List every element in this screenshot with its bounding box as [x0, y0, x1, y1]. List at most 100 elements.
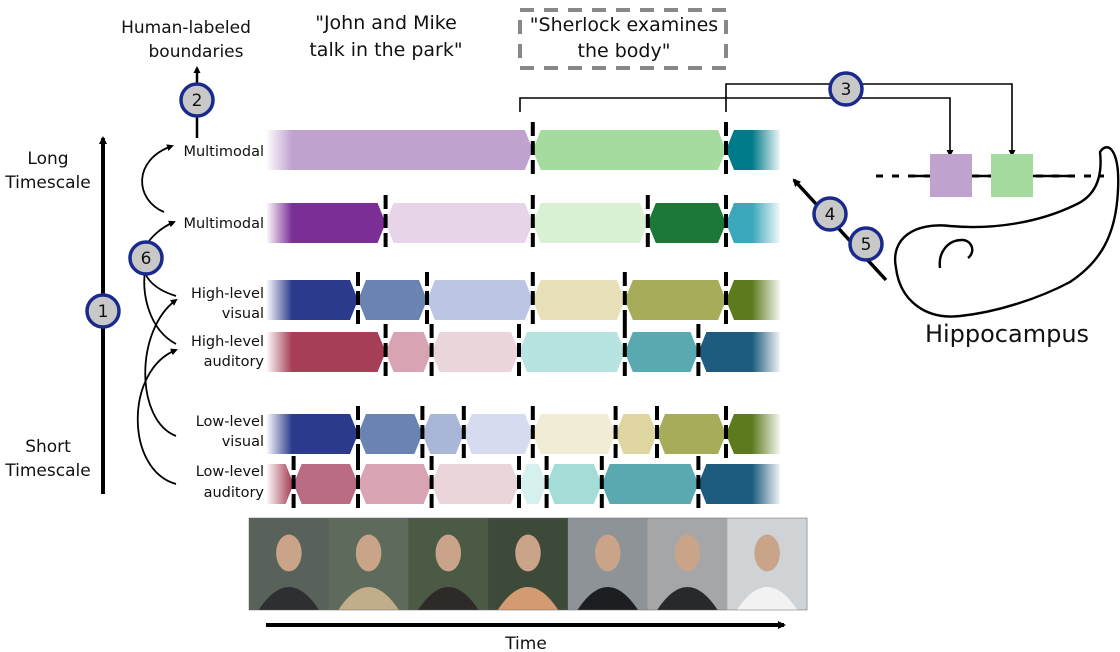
row-fade-right	[752, 413, 782, 455]
hippocampus-outline	[893, 146, 1120, 318]
event-segment	[358, 464, 432, 504]
event-segment	[532, 280, 625, 320]
event-segment	[519, 332, 625, 372]
svg-text:the body": the body"	[578, 40, 671, 62]
video-frame	[488, 518, 569, 610]
event-segment	[532, 130, 726, 170]
event-segment	[624, 332, 699, 372]
step-badge-3: 3	[828, 71, 864, 107]
step-number: 3	[841, 80, 852, 100]
row-fade-right	[752, 279, 782, 321]
row-label-multimodal-short: Multimodal	[183, 216, 264, 232]
segment-rows	[266, 122, 782, 512]
row-fade-right	[752, 463, 782, 505]
segment-row-3	[266, 324, 782, 380]
svg-text:"Sherlock examines: "Sherlock examines	[530, 14, 718, 36]
svg-text:"John and Mike: "John and Mike	[315, 12, 457, 34]
human-labeled-label: Human-labeled boundaries	[121, 18, 251, 62]
event-segment	[624, 280, 726, 320]
sherlock-event-box	[518, 8, 728, 70]
svg-text:Short: Short	[25, 437, 71, 457]
hierarchy-arrows	[137, 144, 178, 485]
event-segment	[647, 203, 726, 243]
hippocampus-reinstatement-arrow	[792, 178, 888, 282]
video-frame	[567, 518, 649, 610]
svg-text:boundaries: boundaries	[149, 42, 244, 62]
video-frame	[408, 518, 489, 610]
step-badge-6: 6	[128, 240, 164, 276]
event-segment	[546, 464, 602, 504]
row-label-high-auditory-2: auditory	[204, 354, 265, 370]
event-segment	[657, 414, 726, 454]
video-frame	[328, 518, 409, 610]
step-number: 5	[861, 235, 872, 255]
step-number: 1	[98, 302, 109, 322]
svg-text:talk in the park": talk in the park"	[309, 39, 462, 61]
row-fade-right	[752, 331, 782, 373]
row-label-multimodal-long: Multimodal	[183, 144, 264, 160]
row-label-low-auditory: Low-level	[196, 464, 264, 480]
row-fade-left	[266, 463, 292, 505]
row-label-high-visual-2: visual	[222, 306, 264, 322]
row-fade-right	[752, 202, 782, 244]
event-segment	[422, 414, 464, 454]
event-segment	[266, 130, 533, 170]
event-segment	[532, 203, 648, 243]
event-segment	[431, 332, 519, 372]
video-frame	[727, 518, 808, 610]
event-segment	[431, 464, 519, 504]
step-badge-4: 4	[812, 196, 848, 232]
svg-text:Human-labeled: Human-labeled	[121, 18, 251, 38]
quote-sherlock: "Sherlock examines the body"	[530, 14, 718, 62]
step-badges: 1 2 3 4 5 6	[85, 71, 884, 329]
memory-event-sherlock	[991, 154, 1033, 197]
memory-sequence	[876, 154, 1104, 197]
event-segment	[293, 464, 358, 504]
event-segment	[385, 332, 432, 372]
event-segment	[358, 414, 423, 454]
row-fade-left	[266, 202, 292, 244]
video-frame	[249, 518, 330, 610]
row-label-high-auditory: High-level	[191, 334, 264, 350]
event-segment	[463, 414, 533, 454]
row-label-low-auditory-2: auditory	[204, 485, 265, 501]
event-segment	[266, 203, 386, 243]
segment-row-1	[266, 195, 782, 251]
step-number: 6	[141, 249, 152, 269]
arrow-mm-to-mm	[141, 144, 174, 213]
arrow-low-visual-to-high	[144, 298, 178, 437]
step-number: 4	[825, 205, 836, 225]
video-frame	[647, 518, 728, 610]
video-frames	[248, 517, 808, 611]
event-segment	[615, 414, 657, 454]
row-label-low-visual-2: visual	[222, 434, 264, 450]
svg-text:Timescale: Timescale	[4, 461, 90, 481]
step-number: 2	[192, 91, 203, 111]
row-label-low-visual: Low-level	[196, 414, 264, 430]
hippocampus-label: Hippocampus	[925, 320, 1089, 348]
event-segment	[601, 464, 699, 504]
time-label: Time	[504, 634, 547, 652]
event-segment	[385, 203, 533, 243]
segment-row-2	[266, 272, 782, 328]
quote-john-mike: "John and Mike talk in the park"	[309, 12, 462, 61]
boundary-to-memory-connectors	[519, 83, 1016, 157]
row-fade-left	[266, 129, 292, 171]
step-badge-5: 5	[848, 226, 884, 262]
row-labels: Multimodal Multimodal High-level visual …	[183, 144, 264, 501]
segment-row-4	[266, 406, 782, 462]
svg-text:Timescale: Timescale	[4, 173, 90, 193]
event-segment	[266, 332, 386, 372]
long-timescale-label: Long Timescale	[4, 149, 90, 193]
arrow-low-aud-to-high	[137, 348, 178, 485]
short-timescale-label: Short Timescale	[4, 437, 90, 481]
memory-event-sherlock-prev	[930, 154, 972, 197]
row-fade-left	[266, 331, 292, 373]
segment-row-0	[266, 122, 782, 178]
step-badge-2: 2	[179, 82, 215, 118]
row-fade-left	[266, 413, 292, 455]
row-label-high-visual: High-level	[191, 286, 264, 302]
event-segment	[532, 414, 616, 454]
